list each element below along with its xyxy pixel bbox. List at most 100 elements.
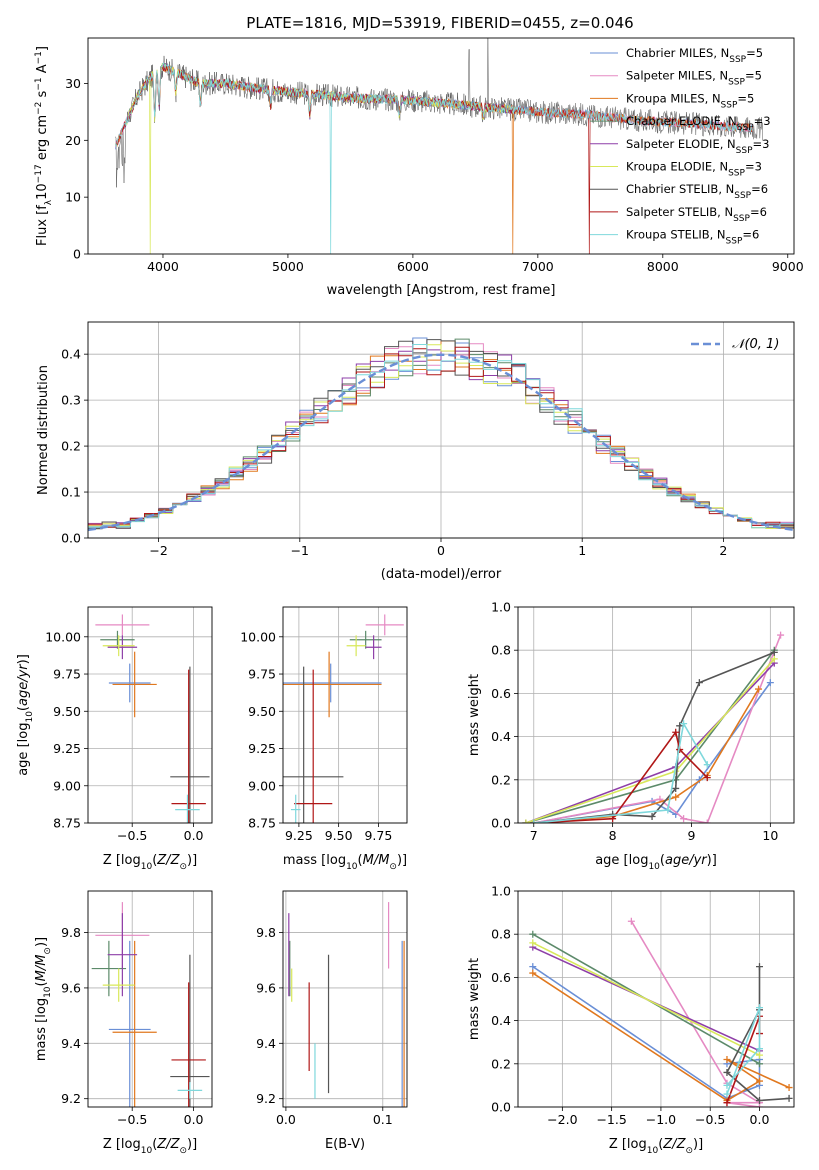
tick-label-y: 9.75 [248,667,276,682]
y-axis-label: mass weight [467,958,482,1040]
tick-label-y: 0 [73,247,81,262]
tick-label-y: 0.0 [61,531,81,546]
tick-label-y: 0.1 [61,485,81,500]
tick-label-y: 9.50 [53,704,81,719]
weight-marker [648,813,656,821]
tick-label-x: 0.1 [373,1112,393,1127]
axes-mass_vs_Z: −0.5 0.0 9.2 9.4 9.6 9.8 Z [log10(Z/Z⊙)] mass [… [34,890,213,1156]
spectrum-line [115,61,754,254]
tick-label-x: −2.0 [547,1112,577,1127]
axes-frame [87,890,213,1108]
tick-label-y: 9.2 [256,1091,276,1106]
spectrum-line [115,64,754,254]
weight-marker [609,815,617,823]
x-axis-label: mass [log10(M/M⊙)] [283,853,407,872]
weight-marker [777,631,785,639]
tick-label-y: 9.00 [53,778,81,793]
y-axis-label: age [log10(age/yr)] [16,654,35,776]
weight-marker [766,679,774,687]
weight-marker [522,819,530,823]
weight-line [726,1007,761,1095]
plot-area [522,631,785,823]
plot-area [95,614,210,823]
legend-entry: Salpeter MILES, NSSP=5 [626,69,762,88]
weight-marker [756,1103,763,1107]
axes-frame [282,890,408,1108]
tick-label-x: 0 [437,543,445,558]
weight-marker [770,648,778,656]
tick-label-x: 7 [530,828,538,843]
y-axis-label: mass weight [467,674,482,756]
tick-label-y: 9.4 [61,1036,81,1051]
tick-label-y: 8.75 [53,816,81,831]
weight-marker [529,930,537,938]
weight-marker [723,1090,731,1098]
weight-marker [723,1055,731,1063]
tick-label-y: 0.2 [491,1056,511,1071]
tick-label-y: 0.4 [61,347,81,362]
weight-marker [756,1051,763,1059]
grid-lines [283,891,407,1107]
x-axis-label: Z [log10(Z/Z⊙)] [103,853,197,872]
axes-spectrum: 4000 5000 6000 7000 8000 9000 0 10 20 30 wavelengt… [34,37,804,298]
tick-label-x: 9.25 [285,828,313,843]
tick-label-x: 8000 [647,259,679,274]
tick-label-y: 0.2 [491,772,511,787]
x-axis-label: (data-model)/error [381,567,502,582]
axes-age_vs_Z: −0.5 0.0 8.75 9.00 9.25 9.50 9.75 10.00 Z [log10… [16,606,213,872]
x-axis-label: Z [log10(Z/Z⊙)] [103,1137,197,1156]
weight-marker [680,815,688,823]
x-axis-label: E(B-V) [325,1137,365,1152]
tick-label-y: 0.3 [61,393,81,408]
weight-marker [756,963,763,971]
tick-label-y: 0.2 [61,439,81,454]
weight-marker [770,655,778,663]
tick-label-x: −1 [291,543,309,558]
weight-marker [785,1094,793,1102]
legend-entry: Salpeter STELIB, NSSP=6 [626,205,767,224]
y-axis-label: Normed distribution [36,365,51,495]
tick-label-y: 9.8 [256,925,276,940]
axes-frame [517,606,795,824]
tick-label-y: 9.00 [248,778,276,793]
weight-marker [756,1097,763,1105]
axes-frame [87,606,213,824]
tick-label-y: 9.75 [53,667,81,682]
legend-entry: Chabrier MILES, NSSP=5 [626,46,763,65]
tick-label-y: 1.0 [491,884,511,899]
tick-label-y: 10 [65,190,81,205]
tick-label-x: 10 [762,828,778,843]
axes-mass_vs_ebv: 0.0 0.1 9.2 9.4 9.6 9.8 E(B-V) [256,890,408,1152]
tick-label-y: 9.50 [248,704,276,719]
tick-label-y: 8.75 [248,816,276,831]
tick-label-x: −2 [149,543,167,558]
weight-marker [664,806,672,814]
tick-label-y: 10.00 [45,629,81,644]
tick-label-y: 9.4 [256,1036,276,1051]
axes-residual_hist: −2 −1 0 1 2 0.0 0.1 0.2 0.3 0.4 𝒩(0, 1) (data-model… [36,321,795,582]
tick-label-y: 10.00 [240,629,276,644]
axes-frame [87,37,795,255]
tick-label-x: 8 [609,828,617,843]
tick-label-y: 9.25 [248,741,276,756]
tick-label-y: 0.0 [491,816,511,831]
legend-entry: 𝒩(0, 1) [732,337,779,352]
weight-marker [529,963,537,971]
tick-label-y: 9.6 [61,980,81,995]
grid-lines [88,891,212,1107]
y-axis-label: Flux [fλ10−17 erg cm−2 s−1 A−1] [34,46,54,246]
x-axis-label: Z [log10(Z/Z⊙)] [609,1137,703,1156]
plot-area [529,917,793,1107]
histogram-series [88,344,794,529]
tick-label-y: 20 [65,133,81,148]
tick-label-y: 0.8 [491,643,511,658]
tick-label-x: 5000 [272,259,304,274]
tick-label-x: 9000 [772,259,804,274]
weight-marker [723,1068,731,1076]
legend-entry: Salpeter ELODIE, NSSP=3 [626,137,769,156]
weight-marker [672,728,680,736]
weight-marker [529,939,537,947]
weight-marker [703,761,711,769]
axes-mass_weight_vs_age: 7 8 9 10 0.0 0.2 0.4 0.6 0.8 1.0 age [log10(age/yr… [467,600,795,872]
